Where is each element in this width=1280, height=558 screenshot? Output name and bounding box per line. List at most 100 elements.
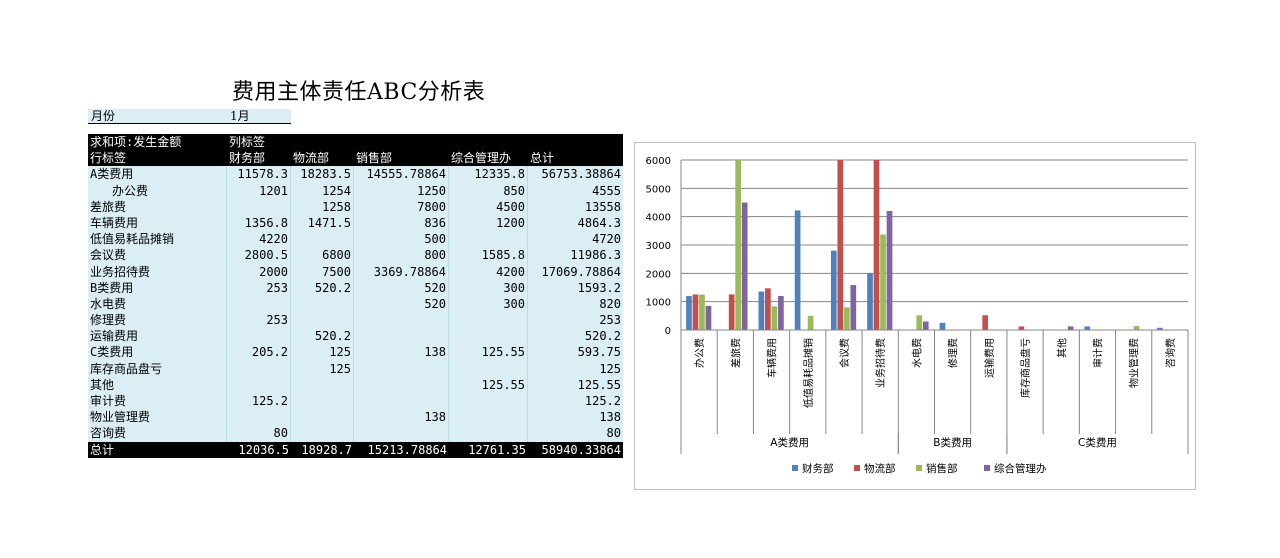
expense-chart[interactable]: 0 1000 2000 3000 4000 5000 6000 办公费 差旅费 车辆费用 低值易耗品…: [634, 142, 1196, 490]
total-cell: 12036.5: [238, 442, 289, 457]
value-cell: 1254: [291, 182, 354, 199]
value-cell: 520.2: [291, 279, 354, 296]
row-label[interactable]: 车辆费用: [88, 214, 227, 232]
y-tick-label: 5000: [646, 184, 671, 195]
legend-swatch: [916, 465, 922, 471]
row-label[interactable]: 会议费: [88, 247, 227, 264]
value-cell: 4555: [592, 183, 621, 198]
column-header: 财务部: [229, 151, 266, 166]
value-cell: [354, 328, 449, 345]
bar: [916, 315, 923, 330]
value-cell: 125: [599, 361, 621, 376]
x-category-label: 会议费: [838, 338, 851, 368]
value-cell: 125.2: [584, 394, 621, 408]
y-tick-label: 0: [665, 326, 671, 337]
x-category-label: 运输费用: [983, 338, 996, 378]
bar: [1084, 326, 1091, 330]
value-cell: [449, 328, 528, 345]
legend-entry: 财务部: [802, 462, 834, 475]
bar: [705, 305, 712, 330]
value-cell: 56753.38864: [541, 167, 621, 182]
bar: [886, 211, 893, 330]
value-cell: [354, 393, 449, 410]
value-cell: 138: [354, 409, 449, 426]
row-label[interactable]: 审计费: [88, 393, 227, 410]
bar: [982, 315, 989, 330]
bar: [1018, 326, 1025, 330]
value-cell: 1593.2: [577, 280, 621, 295]
value-cell: 4500: [449, 198, 528, 215]
filter-value[interactable]: 1月: [227, 109, 291, 124]
bar: [1133, 326, 1140, 330]
row-label[interactable]: B类费用: [88, 279, 227, 296]
y-tick-label: 2000: [646, 269, 671, 280]
value-cell: [291, 231, 354, 248]
x-category-label: 差旅费: [729, 338, 742, 368]
x-category-label: 水电费: [910, 338, 923, 368]
row-label[interactable]: 差旅费: [88, 198, 227, 215]
value-cell: 520: [354, 279, 449, 296]
value-cell: 138: [354, 344, 449, 361]
pivot-table: 求和项:发生金额 列标签 行标签 财务部 物流部 销售部 综合管理办 总计 A类…: [88, 134, 623, 458]
value-cell: [449, 312, 528, 329]
bar: [1156, 327, 1163, 330]
total-cell: 58940.33864: [541, 442, 621, 457]
row-label[interactable]: 物业管理费: [88, 409, 227, 426]
value-cell: 836: [354, 214, 449, 232]
row-label[interactable]: 库存商品盘亏: [88, 360, 227, 377]
bar: [692, 294, 699, 330]
row-label[interactable]: 其他: [88, 376, 227, 393]
pivot-row: 低值易耗品摊销 4220 500 4720: [88, 231, 623, 248]
bar: [807, 315, 814, 330]
value-cell: [449, 425, 528, 442]
value-cell: 11578.3: [227, 166, 291, 183]
value-cell: 300: [449, 295, 528, 313]
value-cell: 125.55: [577, 377, 621, 392]
pivot-row: 修理费 253 253: [88, 312, 623, 329]
row-labels-header[interactable]: 行标签: [90, 151, 127, 166]
column-labels-header[interactable]: 列标签: [229, 135, 266, 149]
value-cell: [291, 425, 354, 442]
value-cell: 205.2: [227, 344, 291, 361]
value-cell: [291, 393, 354, 410]
legend-entry: 物流部: [864, 462, 896, 475]
value-cell: 1585.8: [449, 247, 528, 264]
bar: [728, 294, 735, 330]
row-label[interactable]: 低值易耗品摊销: [88, 231, 227, 248]
value-cell: 11986.3: [570, 248, 621, 263]
x-category-label: 低值易耗品摊销: [802, 338, 815, 408]
row-label[interactable]: 咨询费: [88, 425, 227, 442]
value-field-label[interactable]: 求和项:发生金额: [90, 135, 182, 149]
pivot-row: A类费用 11578.3 18283.5 14555.78864 12335.8 5675…: [88, 166, 623, 183]
row-label[interactable]: 业务招待费: [88, 263, 227, 280]
x-group-label: A类费用: [770, 436, 809, 449]
value-cell: [449, 409, 528, 426]
bar: [873, 160, 880, 330]
pivot-row: 水电费 520 300 820: [88, 295, 623, 313]
row-label[interactable]: 运输费用: [88, 328, 227, 345]
value-cell: [227, 198, 291, 215]
value-cell: 2000: [227, 263, 291, 280]
value-cell: 125.2: [227, 393, 291, 410]
row-label[interactable]: 办公费: [88, 182, 227, 199]
row-label[interactable]: 修理费: [88, 312, 227, 329]
value-cell: 7500: [291, 263, 354, 280]
row-label[interactable]: C类费用: [88, 344, 227, 361]
row-label[interactable]: 水电费: [88, 295, 227, 313]
value-cell: 1258: [291, 198, 354, 215]
x-category-label: 咨询费: [1164, 338, 1177, 368]
value-cell: 800: [354, 247, 449, 264]
value-cell: 1471.5: [291, 214, 354, 232]
bar: [765, 288, 771, 330]
pivot-row: 办公费 1201 1254 1250 850 4555: [88, 182, 623, 199]
row-label[interactable]: A类费用: [88, 166, 227, 183]
pivot-row: 会议费 2800.5 6800 800 1585.8 11986.3: [88, 247, 623, 264]
month-filter[interactable]: 月份 1月: [88, 109, 291, 126]
value-cell: [354, 425, 449, 442]
value-cell: 18283.5: [291, 166, 354, 183]
pivot-header-row-2: 行标签 财务部 物流部 销售部 综合管理办 总计: [88, 150, 623, 167]
value-cell: [227, 328, 291, 345]
value-cell: 4220: [227, 231, 291, 248]
value-cell: [291, 312, 354, 329]
bar: [778, 296, 784, 330]
